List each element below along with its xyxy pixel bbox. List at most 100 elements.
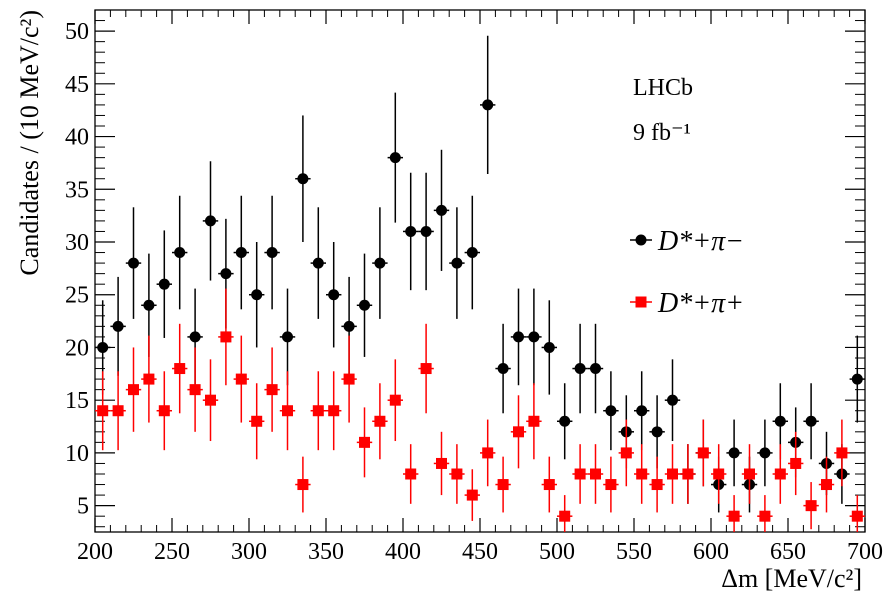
data-point (620, 447, 632, 459)
data-point (405, 225, 417, 237)
series-1 (95, 35, 865, 513)
data-point (297, 173, 309, 185)
data-point (451, 257, 463, 269)
data-point (774, 415, 786, 427)
data-point (174, 247, 186, 259)
data-point (559, 415, 571, 427)
data-point (605, 405, 617, 417)
data-point (266, 384, 278, 396)
data-point (343, 320, 355, 332)
data-point (605, 479, 617, 491)
data-point (205, 394, 216, 406)
data-point (235, 373, 247, 385)
data-point (836, 447, 848, 459)
data-point (328, 289, 340, 301)
data-point (451, 468, 463, 480)
data-point (374, 415, 386, 427)
x-axis-title: Δm [MeV/c²] (721, 564, 862, 593)
x-tick-label-450: 450 (462, 539, 498, 565)
data-point (312, 257, 324, 269)
data-point (282, 405, 293, 417)
data-point (651, 479, 663, 491)
axis-ticks (94, 10, 866, 532)
data-point (482, 99, 494, 111)
data-point (436, 204, 447, 216)
data-point (374, 257, 386, 269)
data-point (636, 468, 648, 480)
data-point (420, 225, 432, 237)
data-point (497, 479, 509, 491)
data-point (513, 331, 524, 343)
data-point (574, 468, 586, 480)
data-point (405, 468, 417, 480)
data-point (497, 363, 509, 375)
data-point (235, 247, 247, 259)
data-point (482, 447, 494, 459)
tick-labels: 200 250 300 350 400 450 500 550 600 650 700 5 10 15 20… (65, 19, 883, 565)
data-point (667, 468, 678, 480)
data-point (251, 415, 263, 427)
data-point (174, 363, 186, 375)
data-point (667, 394, 678, 406)
data-point (528, 415, 540, 427)
data-point (389, 152, 401, 164)
luminosity-label: 9 fb⁻¹ (633, 120, 691, 146)
x-tick-label-350: 350 (308, 539, 344, 565)
data-point (744, 468, 755, 480)
y-tick-label-45: 45 (65, 72, 89, 98)
data-point (790, 457, 802, 469)
x-tick-label-300: 300 (231, 539, 267, 565)
legend-label-series1: D*+π− (657, 226, 744, 257)
data-point (590, 363, 601, 375)
data-point (112, 405, 124, 417)
data-point (97, 341, 109, 353)
data-point (543, 341, 555, 353)
experiment-label: LHCb (633, 75, 693, 101)
x-tick-label-700: 700 (847, 539, 883, 565)
data-point (389, 394, 401, 406)
data-point (713, 468, 725, 480)
x-tick-label-200: 200 (77, 539, 113, 565)
x-tick-label-250: 250 (154, 539, 190, 565)
x-tick-label-500: 500 (539, 539, 575, 565)
data-point (251, 289, 263, 301)
data-point (466, 489, 478, 501)
data-point (158, 278, 170, 290)
data-point (651, 426, 663, 438)
y-tick-label-10: 10 (65, 441, 89, 467)
data-point (420, 363, 432, 375)
data-point (559, 510, 571, 522)
series-2 (95, 288, 865, 532)
y-tick-label-30: 30 (65, 230, 89, 256)
x-tick-label-400: 400 (385, 539, 421, 565)
data-point (112, 320, 124, 332)
legend-marker-series1 (635, 234, 647, 246)
data-point (359, 436, 370, 448)
data-point (205, 215, 216, 227)
data-point (128, 257, 139, 269)
y-tick-label-25: 25 (65, 283, 89, 309)
data-point (282, 331, 293, 343)
data-point (143, 299, 155, 311)
data-point (774, 468, 786, 480)
y-tick-label-5: 5 (77, 494, 89, 520)
data-point (759, 447, 771, 459)
data-point (128, 384, 139, 396)
data-point (297, 479, 309, 491)
data-point (636, 405, 648, 417)
data-point (220, 331, 232, 343)
x-tick-label-600: 600 (693, 539, 729, 565)
data-marks (95, 35, 865, 532)
data-point (574, 363, 586, 375)
y-tick-label-40: 40 (65, 125, 89, 151)
data-point (697, 447, 709, 459)
data-point (682, 468, 694, 480)
data-point (759, 510, 771, 522)
data-point (851, 373, 863, 385)
data-point (328, 405, 340, 417)
data-point (312, 405, 324, 417)
data-point (543, 479, 555, 491)
data-point (728, 510, 740, 522)
data-point (266, 247, 278, 259)
